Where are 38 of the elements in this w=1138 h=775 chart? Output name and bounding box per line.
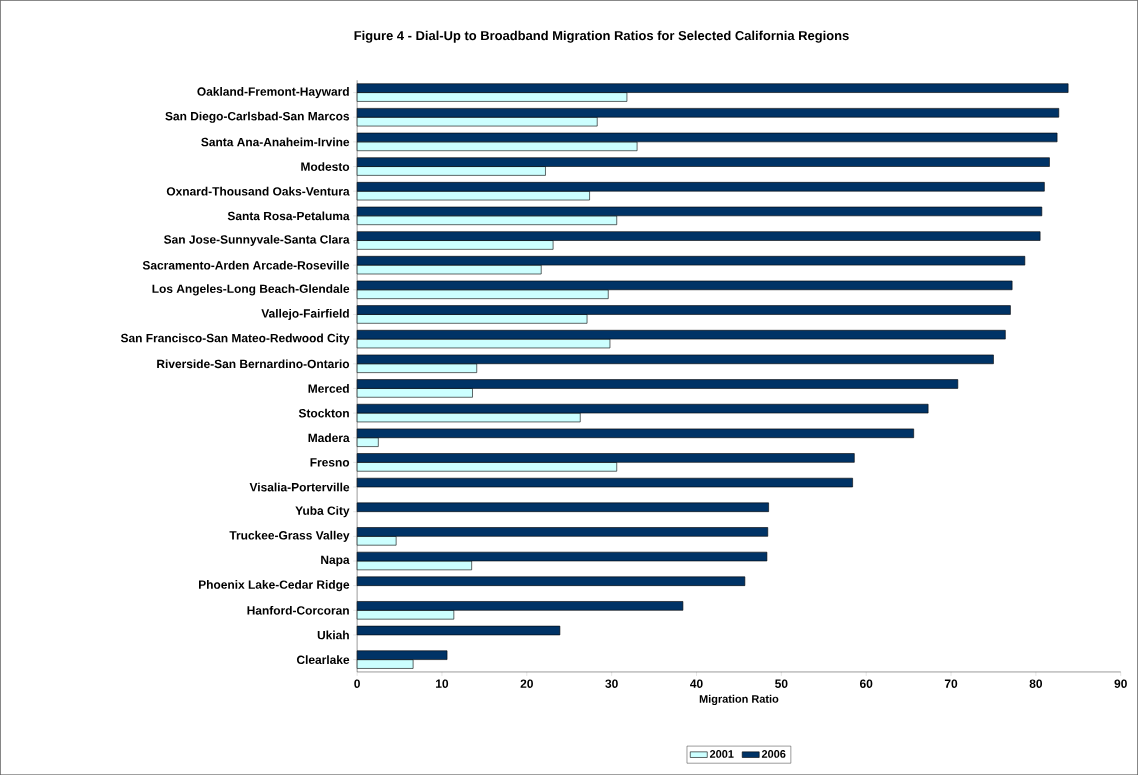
- y-tick-label: Yuba City: [295, 506, 350, 518]
- x-tick-label: 30: [605, 679, 618, 688]
- y-tick-label: San Jose-Sunnyvale-Santa Clara: [164, 234, 350, 246]
- y-tick-label: Ukiah: [317, 630, 349, 640]
- legend-label: 2006: [761, 750, 786, 758]
- y-tick-label: Santa Ana-Anaheim-Irvine: [201, 137, 350, 147]
- y-tick-label: Stockton: [298, 408, 349, 418]
- y-tick-label: Vallejo-Fairfield: [261, 308, 349, 320]
- x-tick-label: 0: [354, 679, 360, 688]
- y-tick-label: Oxnard-Thousand Oaks-Ventura: [166, 186, 350, 196]
- x-tick-label: 40: [690, 679, 703, 688]
- x-tick-label: 80: [1029, 679, 1043, 688]
- x-tick-label: 90: [1114, 679, 1127, 688]
- y-tick-label: Merced: [308, 383, 349, 393]
- y-tick-label: Fresno: [310, 458, 350, 467]
- y-tick-label: Napa: [321, 555, 350, 567]
- y-tick-label: San Diego-Carlsbad-San Marcos: [165, 111, 350, 123]
- y-tick-label: Riverside-San Bernardino-Ontario: [157, 359, 350, 369]
- y-tick-label: Modesto: [301, 162, 350, 171]
- y-tick-label: San Francisco-San Mateo-Redwood City: [120, 333, 350, 345]
- y-tick-label: Madera: [308, 433, 350, 443]
- x-tick-label: 60: [859, 679, 873, 688]
- y-tick-label: Clearlake: [296, 655, 350, 664]
- y-tick-label: Santa Rosa-Petaluma: [227, 211, 350, 221]
- y-tick-label: Sacramento-Arden Arcade-Roseville: [142, 260, 350, 270]
- y-tick-label: Truckee-Grass Valley: [229, 530, 350, 542]
- x-axis-title: Migration Ratio: [699, 694, 779, 705]
- legend-label: 2001: [709, 750, 734, 758]
- y-tick-label: Visalia-Porterville: [249, 482, 350, 492]
- y-tick-label: Oakland-Fremont-Hayward: [197, 86, 349, 99]
- y-tick-label: Hanford-Corcoran: [247, 605, 349, 615]
- y-tick-label: Phoenix Lake-Cedar Ridge: [199, 579, 350, 592]
- chart-title: Figure 4 - Dial-Up to Broadband Migration Ratios for Selected California Regions: [354, 30, 849, 43]
- x-tick-label: 20: [520, 679, 533, 688]
- x-tick-label: 50: [775, 679, 788, 688]
- x-tick-label: 70: [944, 679, 958, 688]
- y-tick-label: Los Angeles-Long Beach-Glendale: [152, 284, 350, 296]
- x-tick-label: 10: [436, 679, 449, 688]
